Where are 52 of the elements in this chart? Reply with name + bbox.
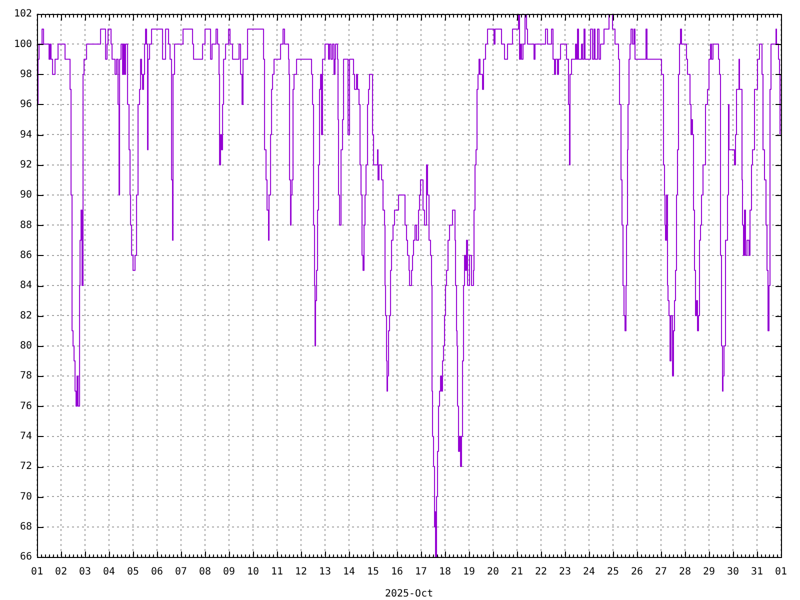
y-tick-label: 100 — [14, 38, 32, 50]
x-tick-label: 26 — [630, 566, 644, 578]
y-tick-label: 98 — [20, 68, 32, 80]
y-tick-label: 78 — [20, 370, 32, 382]
y-tick-label: 72 — [20, 461, 32, 472]
x-tick-label: 02 — [55, 566, 68, 578]
x-tick-label: 28 — [678, 566, 692, 578]
x-tick-label: 23 — [558, 566, 572, 578]
x-tick-label: 19 — [463, 566, 476, 578]
x-tick-label: 07 — [175, 566, 188, 578]
x-tick-label: 31 — [750, 566, 764, 578]
x-tick-label: 30 — [726, 566, 740, 578]
x-tick-label: 01 — [31, 566, 44, 578]
y-tick-label: 68 — [20, 521, 32, 532]
x-tick-label: 01 — [774, 566, 788, 578]
y-tick-label: 74 — [20, 430, 32, 442]
y-tick-label: 102 — [14, 8, 32, 20]
x-tick-label: 15 — [367, 566, 380, 578]
y-tick-label: 70 — [20, 491, 32, 502]
x-tick-label: 06 — [151, 566, 164, 578]
x-tick-label: 24 — [582, 566, 596, 578]
x-tick-label: 13 — [319, 566, 332, 578]
x-tick-label: 04 — [103, 566, 116, 578]
y-tick-label: 84 — [20, 280, 32, 292]
y-tick-label: 80 — [20, 340, 32, 352]
x-tick-label: 14 — [343, 566, 356, 578]
x-tick-label: 25 — [606, 566, 620, 578]
x-tick-label: 17 — [415, 566, 428, 578]
x-tick-label: 29 — [702, 566, 716, 578]
y-tick-label: 76 — [20, 400, 32, 412]
x-tick-label: 10 — [247, 566, 260, 578]
y-tick-label: 66 — [20, 552, 32, 563]
x-tick-label: 16 — [391, 566, 404, 578]
y-tick-label: 90 — [20, 190, 32, 201]
y-tick-label: 82 — [20, 310, 32, 322]
x-tick-label: 08 — [199, 566, 212, 578]
x-tick-label: 18 — [439, 566, 452, 578]
x-tick-label: 21 — [511, 566, 524, 578]
y-tick-label: 88 — [20, 220, 32, 231]
x-tick-label: 03 — [79, 566, 92, 578]
x-tick-label: 05 — [127, 566, 140, 578]
y-tick-label: 92 — [20, 159, 32, 170]
x-tick-label: 27 — [654, 566, 668, 578]
y-tick-label: 86 — [20, 250, 32, 261]
x-tick-label: 20 — [487, 566, 500, 578]
x-axis-title: 2025-Oct — [384, 588, 434, 600]
x-tick-label: 11 — [271, 566, 284, 578]
y-tick-label: 94 — [20, 129, 32, 140]
y-tick-label: 96 — [20, 99, 32, 110]
x-tick-label: 12 — [295, 566, 308, 578]
x-tick-label: 22 — [534, 566, 548, 578]
x-tick-label: 09 — [223, 566, 236, 578]
